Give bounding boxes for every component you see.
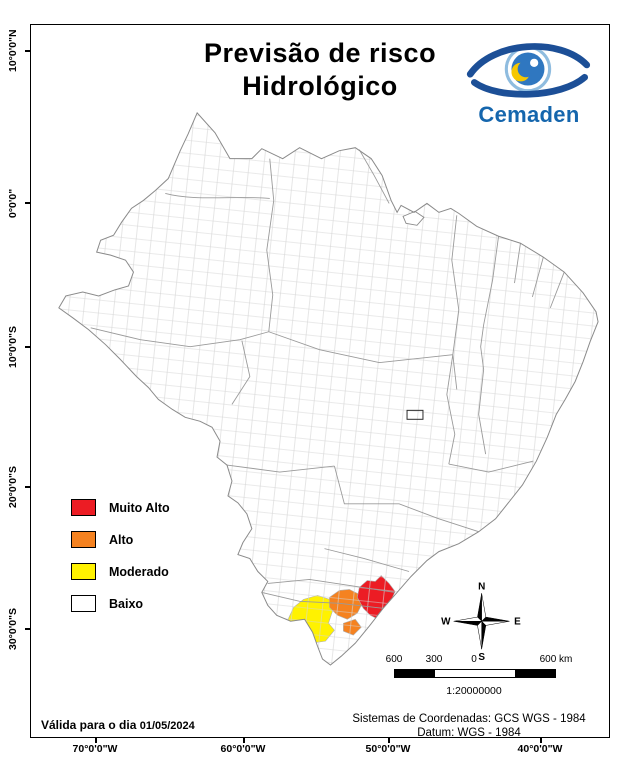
legend-item-alto: Alto (71, 531, 170, 548)
lon-label-50w: 50°0'0"W (365, 743, 411, 755)
compass-north-label: N (478, 581, 485, 592)
page-title-line1: Previsão de risco (203, 38, 437, 68)
scale-tick-300: 300 (425, 654, 443, 665)
compass-labels: N S E W (441, 581, 521, 663)
page-title-line2: Hidrológico (242, 70, 398, 101)
axis-tick (25, 50, 30, 52)
validity-date: 01/05/2024 (139, 720, 195, 732)
scale-segment (395, 670, 435, 677)
legend-item-baixo: Baixo (71, 595, 170, 612)
legend-swatch-moderado (71, 563, 96, 580)
compass-rose (453, 593, 510, 650)
legend-label-moderado: Moderado (109, 564, 169, 579)
scale-segment (515, 670, 555, 677)
axis-tick (243, 738, 245, 743)
risk-legend: Muito Alto Alto Moderado Baixo (71, 499, 170, 627)
page-title: Previsão de risco Hidrológico (31, 37, 609, 103)
legend-item-muito-alto: Muito Alto (71, 499, 170, 516)
coordinate-system-note: Sistemas de Coordenadas: GCS WGS - 1984 … (335, 712, 603, 740)
lat-label-30s: 30°0'0"S (7, 607, 19, 651)
axis-tick (25, 202, 30, 204)
legend-swatch-alto (71, 531, 96, 548)
axis-tick (25, 486, 30, 488)
brazil-risk-map: N S E W (58, 111, 599, 666)
lon-label-60w: 60°0'0"W (220, 743, 266, 755)
axis-tick (25, 628, 30, 630)
lon-label-70w: 70°0'0"W (72, 743, 118, 755)
legend-item-moderado: Moderado (71, 563, 170, 580)
distrito-federal-outline (406, 409, 424, 420)
legend-label-muito-alto: Muito Alto (109, 500, 170, 515)
legend-swatch-muito-alto (71, 499, 96, 516)
compass-south-label: S (478, 652, 485, 663)
cemaden-logo: Cemaden (459, 35, 599, 128)
legend-label-baixo: Baixo (109, 596, 144, 611)
datum-line: Datum: WGS - 1984 (417, 727, 521, 739)
lat-label-20s: 20°0'0"S (7, 465, 19, 509)
scale-segment (475, 670, 515, 677)
lat-label-10n: 10°0'0"N (7, 29, 19, 73)
axis-tick (25, 346, 30, 348)
cemaden-logo-text: Cemaden (478, 102, 580, 127)
scale-tick-0: 0 (471, 654, 477, 665)
scale-tick-600-left: 600 (385, 654, 403, 665)
validity-prefix: Válida para o dia (41, 718, 137, 732)
scale-bar-segments (394, 669, 556, 678)
scale-ratio: 1:20000000 (446, 685, 502, 697)
legend-label-alto: Alto (109, 532, 134, 547)
validity-note: Válida para o dia 01/05/2024 (41, 718, 195, 732)
scale-tick-600-right: 600 km (539, 654, 573, 665)
map-frame: N S E W Previsão de risco Hidrológico Ce… (30, 24, 610, 740)
scale-segment (435, 670, 475, 677)
lon-label-40w: 40°0'0"W (517, 743, 563, 755)
coordinate-system-line: Sistemas de Coordenadas: GCS WGS - 1984 (352, 713, 586, 725)
compass-west-label: W (441, 617, 451, 628)
axis-tick (540, 738, 542, 743)
lat-label-0: 0°0'0" (7, 188, 19, 218)
compass-east-label: E (514, 617, 521, 628)
state-boundaries (90, 149, 565, 609)
brazil-country-outline (58, 111, 599, 666)
legend-swatch-baixo (71, 595, 96, 612)
axis-tick (95, 738, 97, 743)
cemaden-eye-icon (466, 43, 591, 98)
lat-label-10s: 10°0'0"S (7, 325, 19, 369)
axis-tick (388, 738, 390, 743)
